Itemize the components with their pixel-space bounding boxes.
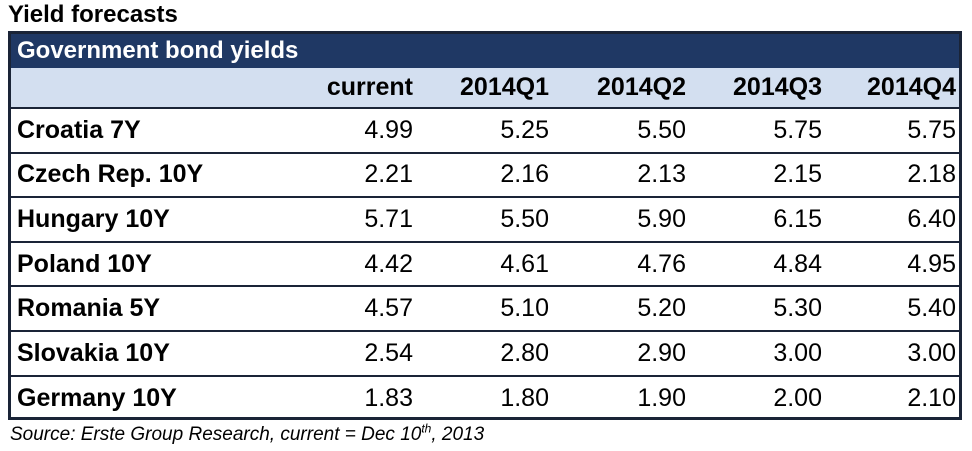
table-cell: 4.84 [694,240,830,287]
table-cell: 6.40 [830,196,959,242]
table-cell: 1.83 [273,374,421,421]
table-cell: 2.10 [830,374,959,421]
table-cell: 5.30 [694,285,830,331]
table-cell: 4.42 [273,240,421,287]
column-header-current: current [273,68,421,109]
table-row: Czech Rep. 10Y 2.21 2.16 2.13 2.15 2.18 [11,151,959,198]
source-note: Source: Erste Group Research, current = … [10,423,484,447]
column-header [11,68,273,109]
table-cell: 5.20 [557,285,694,331]
table-cell: 5.75 [773,115,822,144]
header-row: current 2014Q1 2014Q2 2014Q3 2014Q4 [11,68,959,109]
table-row: Croatia 7Y 4.99 5.25 5.50 5.75 5.75 [11,108,959,153]
table-cell: 2.18 [830,151,959,198]
table-cell: 5.71 [273,196,421,242]
table-cell: 5.50 [421,196,557,242]
row-label: Romania 5Y [11,285,273,331]
row-label: Czech Rep. 10Y [11,151,273,198]
table-cell: 6.15 [694,196,830,242]
row-label: Croatia 7Y [17,115,141,144]
column-header-2014q4: 2014Q4 [830,68,959,109]
table-row: Slovakia 10Y 2.54 2.80 2.90 3.00 3.00 [11,329,959,376]
source-text: Source: Erste Group Research, current = … [10,424,422,445]
table-row: Hungary 10Y 5.71 5.50 5.90 6.15 6.40 [11,196,959,242]
table-row: Poland 10Y 4.42 4.61 4.76 4.84 4.95 [11,240,959,287]
table-cell: 4.76 [557,240,694,287]
row-label: Poland 10Y [11,240,273,287]
row-label: Hungary 10Y [11,196,273,242]
table-cell: 5.25 [500,115,549,144]
table-cell: 3.00 [694,329,830,376]
table-cell: 4.57 [273,285,421,331]
table-cell: 2.00 [694,374,830,421]
source-suffix: , 2013 [431,424,485,445]
table-cell: 4.95 [830,240,959,287]
table-cell: 2.13 [557,151,694,198]
source-superscript: th [421,421,432,436]
table-cell: 3.00 [830,329,959,376]
row-label: Slovakia 10Y [11,329,273,376]
table-row: Romania 5Y 4.57 5.10 5.20 5.30 5.40 [11,285,959,331]
table-banner: Government bond yields [11,34,959,68]
table-cell: 5.10 [421,285,557,331]
table-cell: 2.15 [694,151,830,198]
table-cell: 5.75 [907,115,956,144]
data-table: current 2014Q1 2014Q2 2014Q3 2014Q4 Croa… [11,68,959,421]
column-header-2014q1: 2014Q1 [421,68,557,109]
table-row: Germany 10Y 1.83 1.80 1.90 2.00 2.10 [11,374,959,421]
table-cell: 2.80 [421,329,557,376]
page-title: Yield forecasts [8,1,178,28]
table-cell: 4.61 [421,240,557,287]
table-cell: 5.50 [637,115,686,144]
table-cell: 1.90 [557,374,694,421]
table-body: Croatia 7Y 4.99 5.25 5.50 5.75 5.75 Czech Rep.… [11,108,959,421]
yield-table: Government bond yields current 2014Q1 20… [8,31,962,421]
table-cell: 2.21 [273,151,421,198]
table-cell: 2.90 [557,329,694,376]
table-cell: 5.90 [557,196,694,242]
row-label: Germany 10Y [11,374,273,421]
column-header-2014q2: 2014Q2 [557,68,694,109]
column-header-2014q3: 2014Q3 [694,68,830,109]
table-cell: 5.40 [830,285,959,331]
table-cell: 2.54 [273,329,421,376]
table-cell: 2.16 [421,151,557,198]
table-cell: 4.99 [364,115,413,144]
table-cell: 1.80 [421,374,557,421]
